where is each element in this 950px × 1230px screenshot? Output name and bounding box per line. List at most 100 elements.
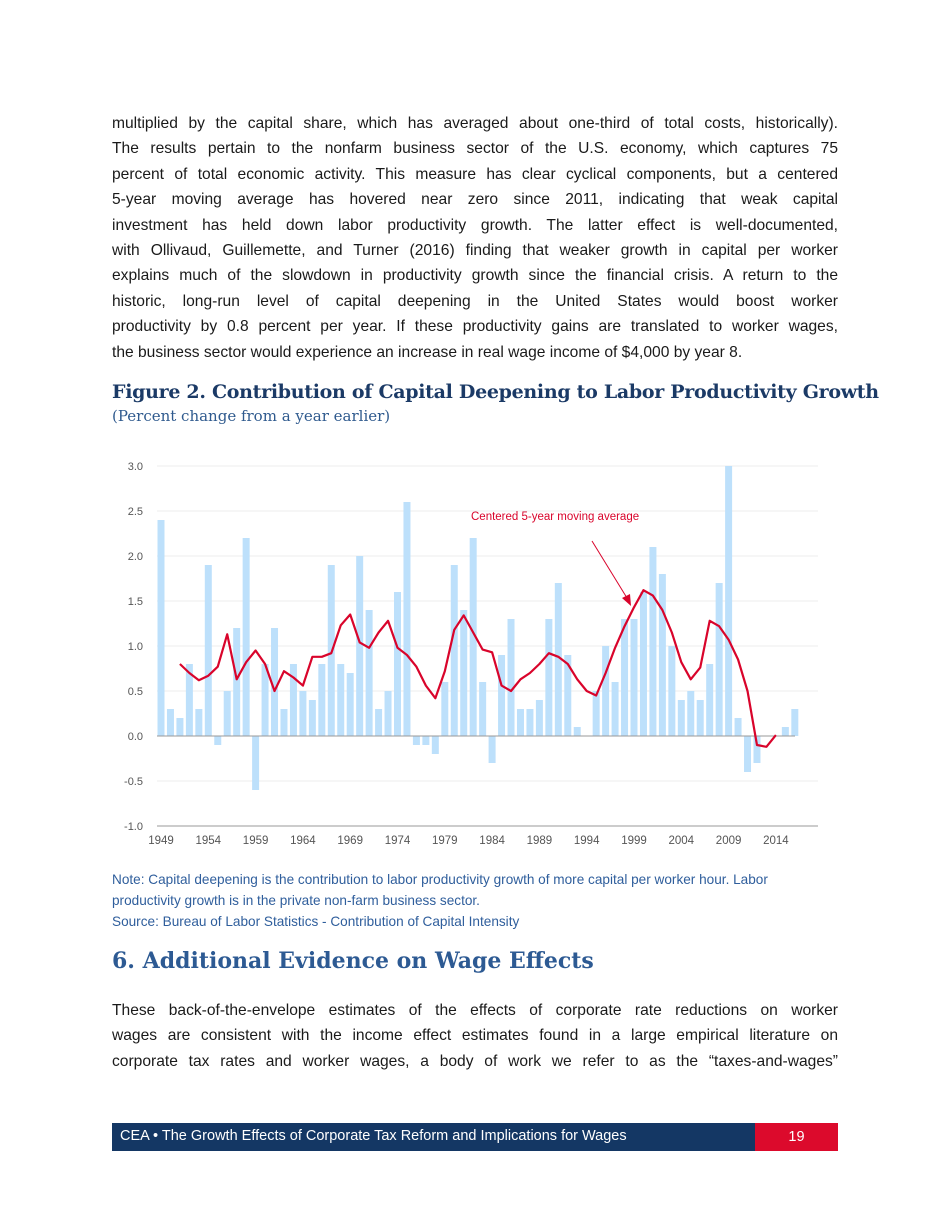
bar-1961 (271, 628, 279, 736)
x-tick-label: 1979 (432, 835, 458, 847)
bar-1983 (479, 682, 487, 736)
x-tick-label: 2014 (763, 835, 789, 847)
bar-1972 (375, 709, 383, 736)
y-tick-label: 1.0 (128, 641, 143, 653)
bar-1971 (365, 610, 373, 736)
figure-subtitle: (Percent change from a year earlier) (112, 407, 391, 425)
y-tick-label: 3.0 (128, 461, 143, 473)
bar-1991 (554, 583, 562, 736)
text-line: These back-of-the-envelope estimates of … (112, 1002, 838, 1019)
page-footer: CEA • The Growth Effects of Corporate Ta… (112, 1123, 838, 1151)
bar-2007 (706, 664, 714, 736)
bar-2015 (781, 727, 789, 736)
bar-2002 (658, 574, 666, 736)
body-paragraph-top: multiplied by the capital share, which h… (112, 111, 838, 365)
bar-2010 (734, 718, 742, 736)
bar-1988 (526, 709, 534, 736)
bar-1949 (157, 520, 165, 736)
section-heading: 6. Additional Evidence on Wage Effects (112, 948, 594, 974)
text-line: with Ollivaud, Guillemette, and Turner (… (112, 241, 838, 259)
bar-1956 (223, 691, 231, 736)
x-tick-label: 1974 (385, 835, 411, 847)
arrowhead-icon (622, 594, 631, 606)
annotation-arrow (591, 540, 628, 599)
x-tick-label: 2004 (669, 835, 695, 847)
text-line: 5-year moving average has hovered near z… (112, 191, 838, 209)
y-tick-label: 0.0 (128, 731, 143, 743)
text-line: corporate tax rates and worker wages, a … (112, 1052, 838, 1070)
x-tick-label: 1969 (337, 835, 363, 847)
bar-2011 (744, 736, 752, 772)
x-tick-label: 2009 (716, 835, 742, 847)
bar-1973 (384, 691, 392, 736)
bar-1970 (356, 556, 364, 736)
footer-title: CEA • The Growth Effects of Corporate Ta… (120, 1128, 627, 1144)
bar-1977 (422, 736, 430, 745)
figure-title: Figure 2. Contribution of Capital Deepen… (112, 381, 879, 403)
text-line: multiplied by the capital share, which h… (112, 115, 838, 132)
bar-1960 (261, 664, 269, 736)
bar-2001 (649, 547, 657, 736)
text-line: The results pertain to the nonfarm busin… (112, 140, 838, 158)
bar-1985 (498, 655, 506, 736)
bar-1964 (299, 691, 307, 736)
bar-1989 (535, 700, 543, 736)
body-paragraph-bottom: These back-of-the-envelope estimates of … (112, 998, 838, 1074)
bar-1984 (488, 736, 496, 763)
text-line: wages are consistent with the income eff… (112, 1027, 838, 1045)
bar-1978 (431, 736, 439, 754)
bar-1997 (611, 682, 619, 736)
bar-1954 (204, 565, 212, 736)
bar-1981 (460, 610, 468, 736)
bar-1962 (280, 709, 288, 736)
x-tick-label: 1994 (574, 835, 600, 847)
x-tick-label: 1959 (243, 835, 269, 847)
x-tick-label: 1984 (479, 835, 505, 847)
y-tick-label: 2.0 (128, 551, 143, 563)
bar-1963 (289, 664, 297, 736)
moving-average-line (179, 589, 777, 748)
bar-1976 (412, 736, 420, 745)
bar-1965 (308, 700, 316, 736)
bar-1979 (441, 682, 449, 736)
bar-1968 (337, 664, 345, 736)
capital-deepening-chart: 3.0 2.5 2.0 1.5 1.0 0.5 0.0 -0.5 -1.0 1949 1954 195… (124, 461, 818, 847)
bar-1993 (573, 727, 581, 736)
x-tick-label: 1964 (290, 835, 316, 847)
bar-1951 (176, 718, 184, 736)
bar-1957 (233, 628, 241, 736)
page-number: 19 (755, 1123, 838, 1151)
y-tick-label: -0.5 (124, 776, 143, 788)
bar-1982 (469, 538, 477, 736)
bar-2005 (687, 691, 695, 736)
bar-1998 (621, 619, 629, 736)
bar-1996 (602, 646, 610, 736)
y-tick-label: 2.5 (128, 506, 143, 518)
note-line: Note: Capital deepening is the contribut… (112, 872, 768, 887)
annotation-label: Centered 5-year moving average (471, 511, 639, 523)
bar-1987 (516, 709, 524, 736)
bar-2003 (668, 646, 676, 736)
x-tick-label: 1949 (148, 835, 174, 847)
bar-1980 (450, 565, 458, 736)
bar-2012 (753, 736, 761, 763)
bar-2016 (791, 709, 799, 736)
bar-2004 (677, 700, 685, 736)
bar-1959 (252, 736, 260, 790)
bar-1966 (318, 664, 326, 736)
text-line: percent of total economic activity. This… (112, 165, 838, 183)
y-tick-label: -1.0 (124, 821, 143, 833)
bar-2009 (725, 466, 733, 736)
bar-2008 (715, 583, 723, 736)
x-tick-label: 1954 (196, 835, 222, 847)
note-line: productivity growth is in the private no… (112, 893, 480, 908)
bar-1999 (630, 619, 638, 736)
source-line: Source: Bureau of Labor Statistics - Con… (112, 914, 520, 929)
text-line: productivity by 0.8 percent per year. If… (112, 318, 838, 336)
text-line: historic, long-run level of capital deep… (112, 292, 838, 310)
bar-2000 (639, 592, 647, 736)
y-tick-label: 0.5 (128, 686, 143, 698)
bar-1952 (185, 664, 193, 736)
bar-2006 (696, 700, 704, 736)
y-tick-label: 1.5 (128, 596, 143, 608)
